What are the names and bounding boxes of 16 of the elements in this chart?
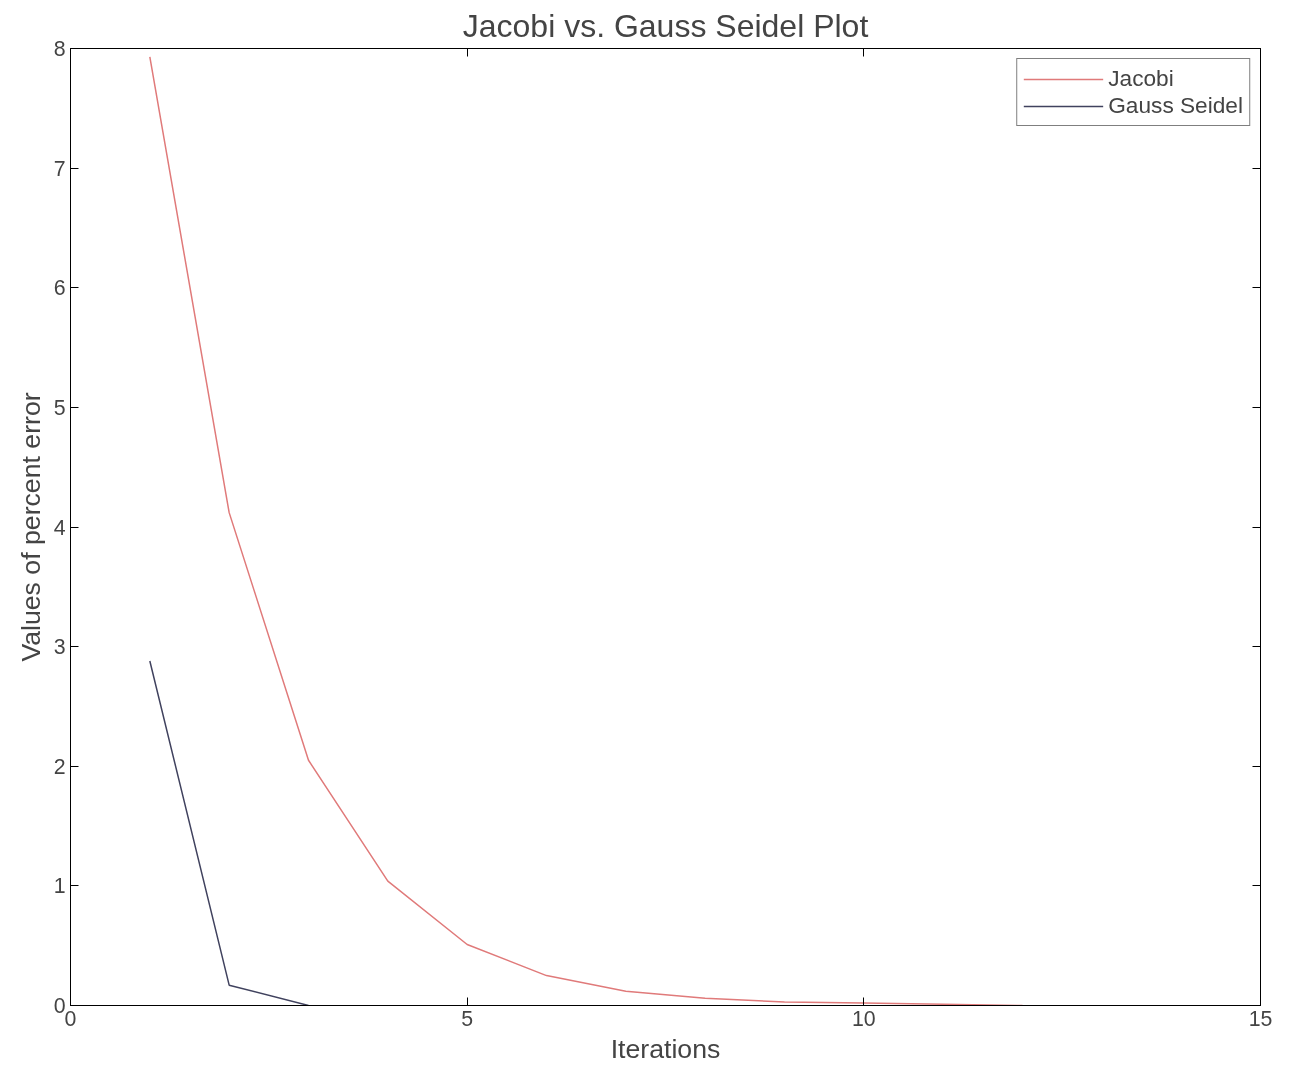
- y-tick-label: 2: [53, 754, 66, 779]
- legend-label: Gauss Seidel: [1108, 92, 1243, 119]
- y-axis-title: Values of percent error: [15, 392, 46, 662]
- x-axis-title: Iterations: [610, 1033, 721, 1064]
- y-tick-label: 6: [53, 276, 66, 301]
- y-tick-label: 8: [53, 37, 66, 61]
- x-tick-label: 5: [461, 1006, 474, 1031]
- y-tick-label: 1: [53, 874, 66, 899]
- legend-label: Jacobi: [1108, 65, 1174, 92]
- x-tick-label: 10: [851, 1006, 876, 1031]
- chart-title: Jacobi vs. Gauss Seidel Plot: [462, 7, 869, 44]
- y-tick-label: 3: [53, 635, 66, 660]
- y-tick-label: 7: [53, 156, 66, 181]
- y-tick-label: 5: [53, 395, 66, 420]
- y-tick-label: 4: [53, 515, 66, 540]
- x-tick-label: 15: [1248, 1006, 1273, 1031]
